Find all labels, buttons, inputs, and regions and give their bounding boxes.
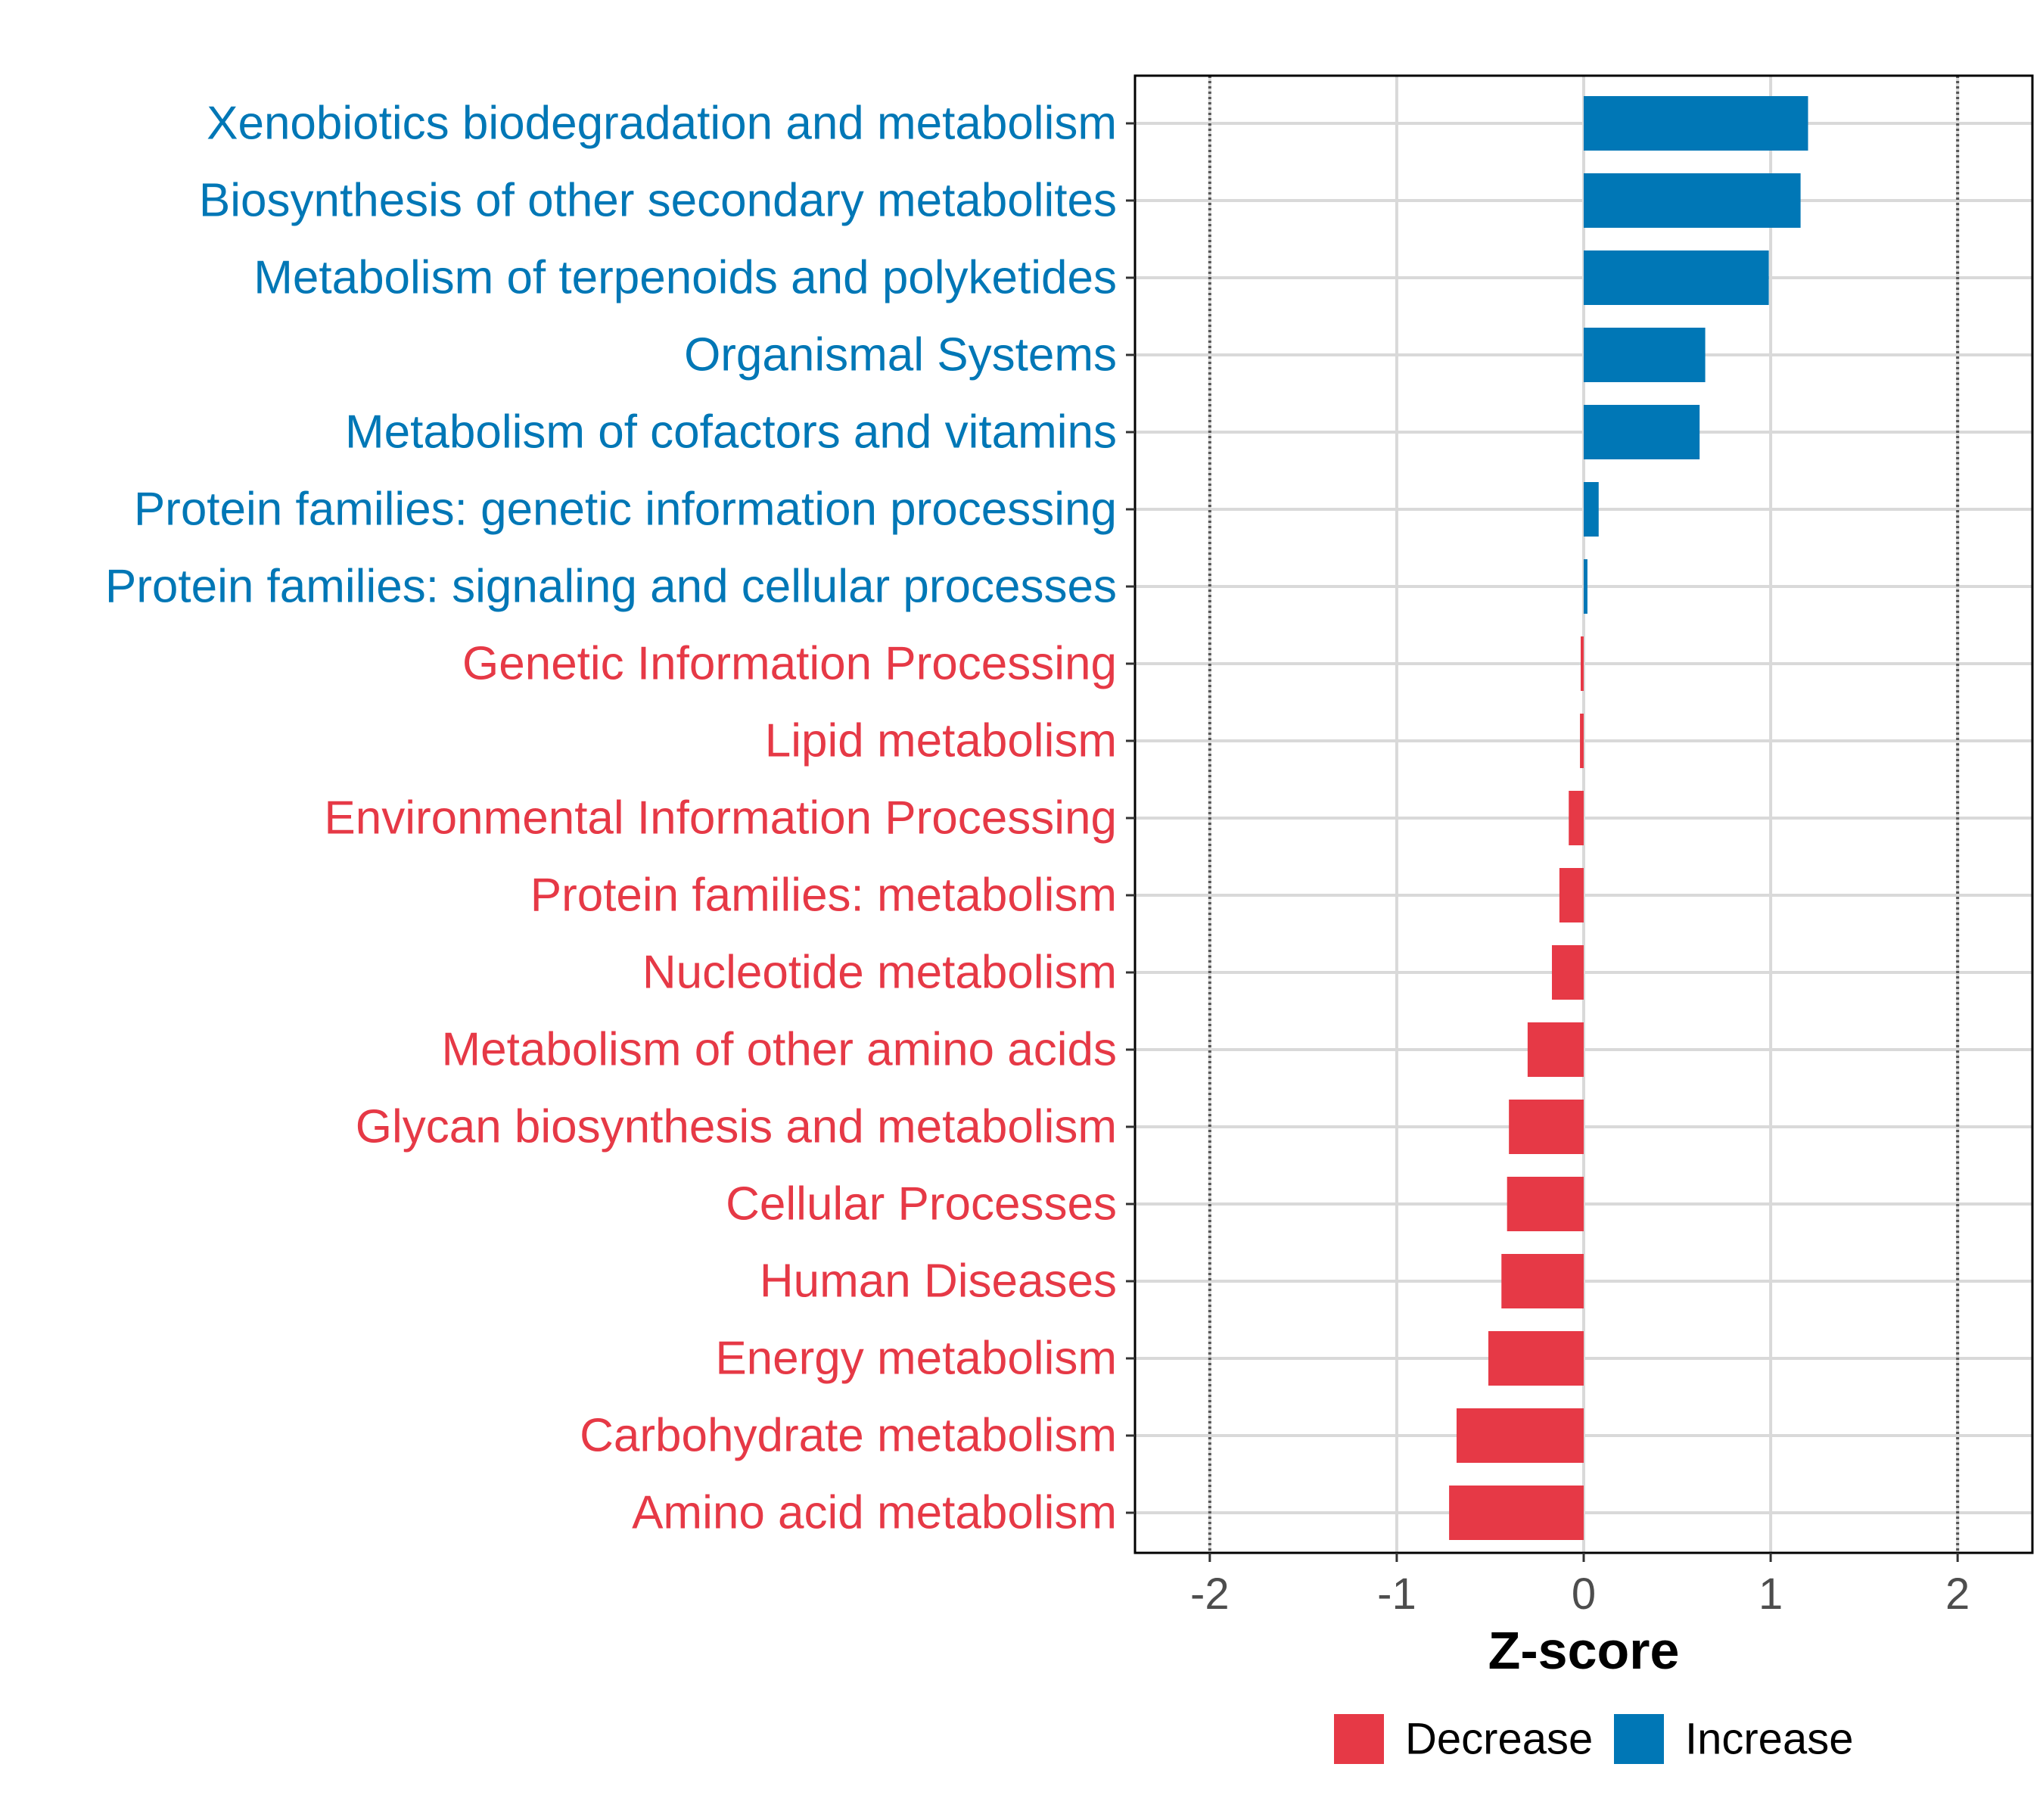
category-label: Cellular Processes — [726, 1178, 1117, 1230]
bar — [1501, 1254, 1584, 1308]
bar — [1527, 1022, 1584, 1077]
legend-label: Increase — [1685, 1715, 1853, 1764]
reference-lines — [1208, 76, 1960, 1553]
bar — [1569, 791, 1584, 845]
category-label: Biosynthesis of other secondary metaboli… — [199, 175, 1117, 227]
legend: Decrease Increase — [1334, 1714, 1853, 1764]
category-label: Protein families: genetic information pr… — [134, 484, 1117, 536]
bar — [1456, 1408, 1584, 1463]
category-label: Carbohydrate metabolism — [580, 1410, 1117, 1462]
category-label: Genetic Information Processing — [462, 638, 1117, 690]
bar — [1559, 868, 1584, 922]
bar — [1509, 1100, 1584, 1154]
y-axis-labels: Xenobiotics biodegradation and metabolis… — [105, 98, 1117, 1539]
category-label: Metabolism of terpenoids and polyketides — [253, 252, 1117, 304]
category-label: Metabolism of cofactors and vitamins — [345, 406, 1117, 459]
x-tick-label: 2 — [1945, 1570, 1970, 1619]
bar — [1584, 328, 1706, 382]
category-label: Glycan biosynthesis and metabolism — [356, 1101, 1117, 1153]
x-axis-ticks — [1208, 1553, 1959, 1562]
x-tick-label: -2 — [1190, 1570, 1230, 1619]
bars — [1449, 96, 1808, 1540]
category-label: Amino acid metabolism — [632, 1487, 1117, 1539]
category-label: Human Diseases — [760, 1255, 1117, 1308]
category-label: Protein families: metabolism — [530, 870, 1117, 922]
y-axis-ticks — [1126, 122, 1135, 1514]
x-tick-label: -1 — [1377, 1570, 1416, 1619]
bar — [1507, 1177, 1584, 1231]
bar — [1581, 636, 1584, 691]
category-label: Energy metabolism — [715, 1333, 1117, 1385]
category-label: Nucleotide metabolism — [642, 947, 1117, 999]
x-axis-labels: -2 -1 0 1 2 — [1190, 1570, 1970, 1619]
legend-label: Decrease — [1405, 1715, 1593, 1764]
bar — [1584, 405, 1700, 459]
x-tick-label: 0 — [1572, 1570, 1596, 1619]
category-label: Environmental Information Processing — [324, 792, 1117, 845]
legend-swatch — [1614, 1714, 1664, 1764]
category-label: Xenobiotics biodegradation and metabolis… — [207, 98, 1117, 150]
x-axis-title: Z-score — [1488, 1621, 1680, 1680]
bar — [1449, 1486, 1584, 1540]
legend-swatch — [1334, 1714, 1384, 1764]
x-tick-label: 1 — [1758, 1570, 1783, 1619]
bar — [1584, 96, 1808, 151]
category-label: Lipid metabolism — [765, 715, 1117, 767]
category-label: Organismal Systems — [684, 329, 1117, 381]
bar — [1584, 250, 1769, 305]
bar — [1488, 1331, 1584, 1386]
bar — [1584, 173, 1801, 228]
bar — [1584, 559, 1587, 614]
bar — [1580, 714, 1584, 768]
bar — [1551, 945, 1584, 1000]
bar — [1584, 482, 1599, 537]
category-label: Protein families: signaling and cellular… — [105, 561, 1117, 613]
category-label: Metabolism of other amino acids — [441, 1024, 1117, 1076]
